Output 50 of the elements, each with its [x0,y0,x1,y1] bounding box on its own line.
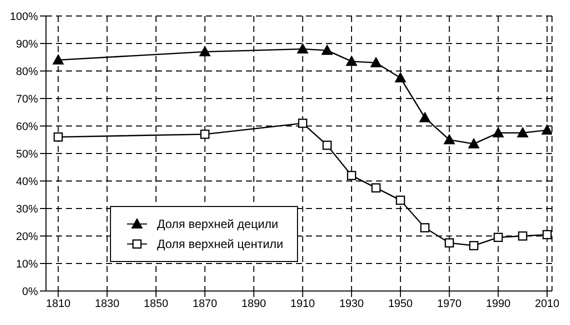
point [468,138,480,148]
x-tick-label: 1930 [339,298,364,310]
y-tick-label: 30% [16,203,38,216]
point [322,140,332,150]
legend-label: Доля верхней децили [157,217,278,231]
y-tick-label: 60% [16,120,38,133]
x-tick-label: 1850 [144,298,168,310]
point [394,72,406,82]
point [370,57,382,68]
point [419,112,430,122]
point [494,232,503,242]
point [346,170,356,180]
y-tick-label: 90% [16,38,38,50]
y-tick-label: 70% [16,93,38,106]
y-tick-label: 0% [22,286,38,298]
point [322,44,333,55]
point [469,241,478,250]
point [518,231,528,241]
point [542,124,552,135]
x-tick-label: 1870 [192,298,218,310]
point [297,44,308,54]
point [517,127,528,138]
point [346,56,358,66]
point [200,130,210,139]
point [542,230,552,240]
point [444,134,455,144]
y-tick-label: 20% [16,230,38,243]
point [444,238,454,248]
legend-label: Доля верхней центили [157,237,284,251]
point [371,183,381,192]
point [54,132,63,142]
y-tick-label: 50% [16,148,38,160]
x-tick-label: 1810 [46,298,70,310]
x-tick-label: 1970 [437,298,462,310]
y-tick-label: 100% [10,10,38,23]
x-tick-label: 1830 [94,298,120,310]
x-tick-label: 2010 [534,298,560,310]
x-tick-label: 1910 [290,298,315,310]
y-tick-label: 10% [16,258,38,270]
point [420,223,430,232]
point [298,118,308,128]
x-tick-label: 1990 [486,298,510,310]
y-tick-label: 40% [16,176,38,188]
x-tick-label: 1890 [242,298,266,310]
point [492,127,504,138]
point [52,54,64,64]
point [396,196,406,205]
point [199,46,210,56]
y-tick-label: 80% [16,66,38,78]
x-tick-label: 1950 [388,298,413,310]
